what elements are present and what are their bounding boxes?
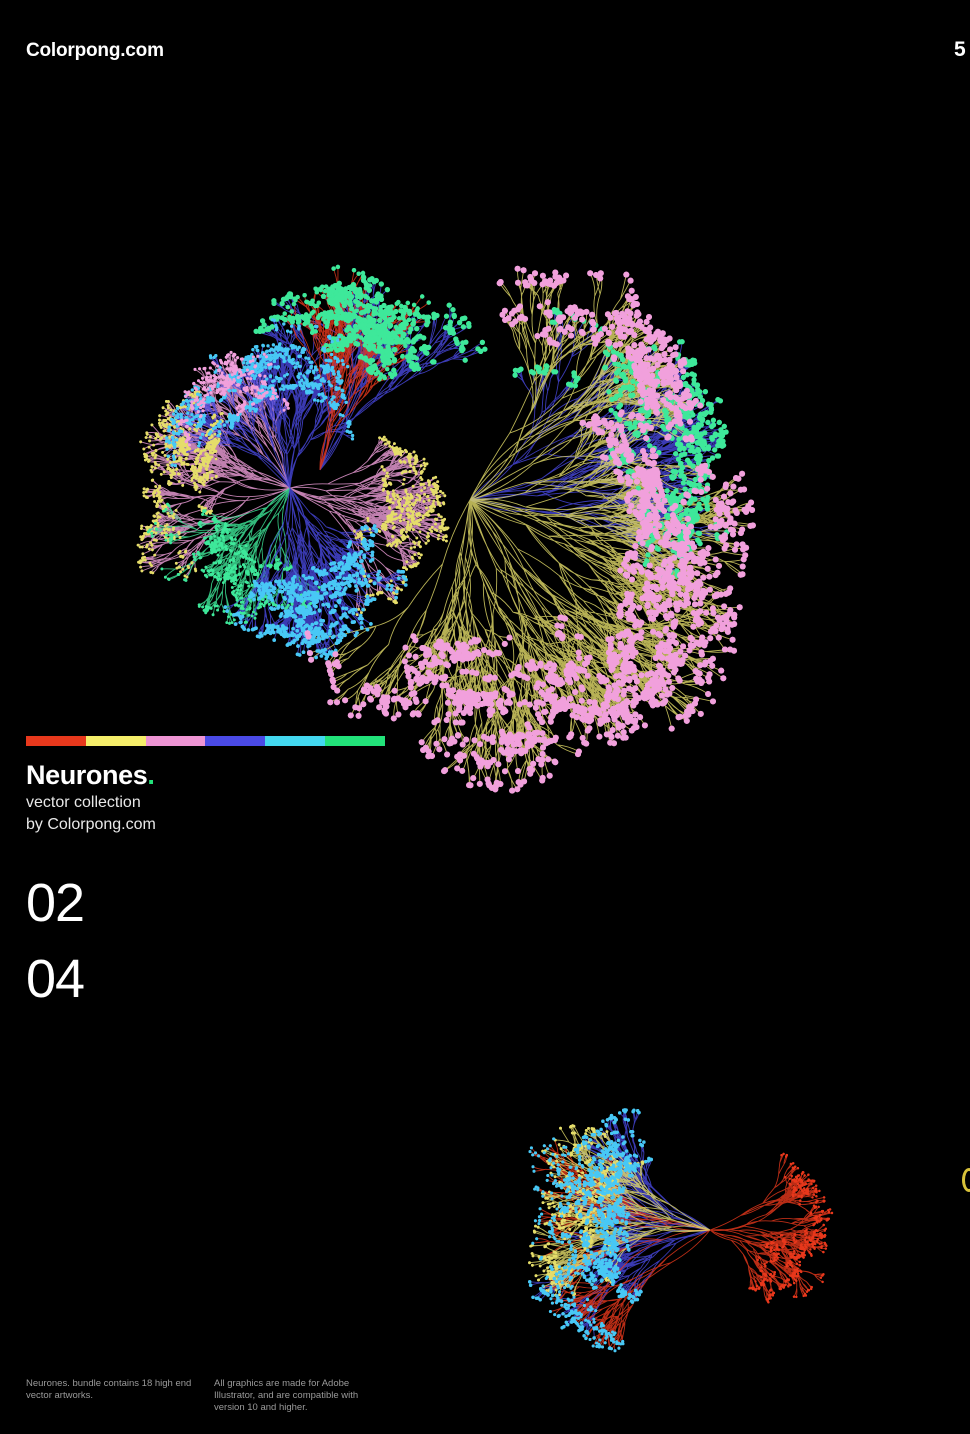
footer-compatibility-note: All graphics are made for Adobe Illustra… <box>214 1378 359 1413</box>
palette-swatch-pink <box>145 736 206 746</box>
collection-subtitle: vector collection <box>26 794 141 811</box>
neuron-terminals <box>177 265 756 794</box>
collection-author: by Colorpong.com <box>26 816 156 833</box>
title-accent-dot: . <box>147 760 155 790</box>
color-palette-bar <box>26 736 385 746</box>
page-number: 5 <box>954 38 966 61</box>
palette-swatch-yellow <box>85 736 146 746</box>
footer-bundle-note: Neurones. bundle contains 18 high end ve… <box>26 1378 192 1401</box>
palette-swatch-green <box>325 736 385 746</box>
neuron-terminals <box>748 1152 834 1304</box>
partial-next-page-glyph-icon <box>962 1168 970 1192</box>
neuron-branches <box>166 277 727 1339</box>
brand-logo-text[interactable]: Colorpong.com <box>26 40 164 61</box>
neuron-terminals <box>164 318 653 1353</box>
palette-swatch-blue <box>205 736 266 746</box>
collection-title: Neurones. <box>26 760 155 790</box>
palette-swatch-cyan <box>265 736 326 746</box>
artwork-number-secondary: 04 <box>26 949 85 1009</box>
palette-swatch-red <box>26 736 86 746</box>
artwork-number-primary: 02 <box>26 873 85 933</box>
